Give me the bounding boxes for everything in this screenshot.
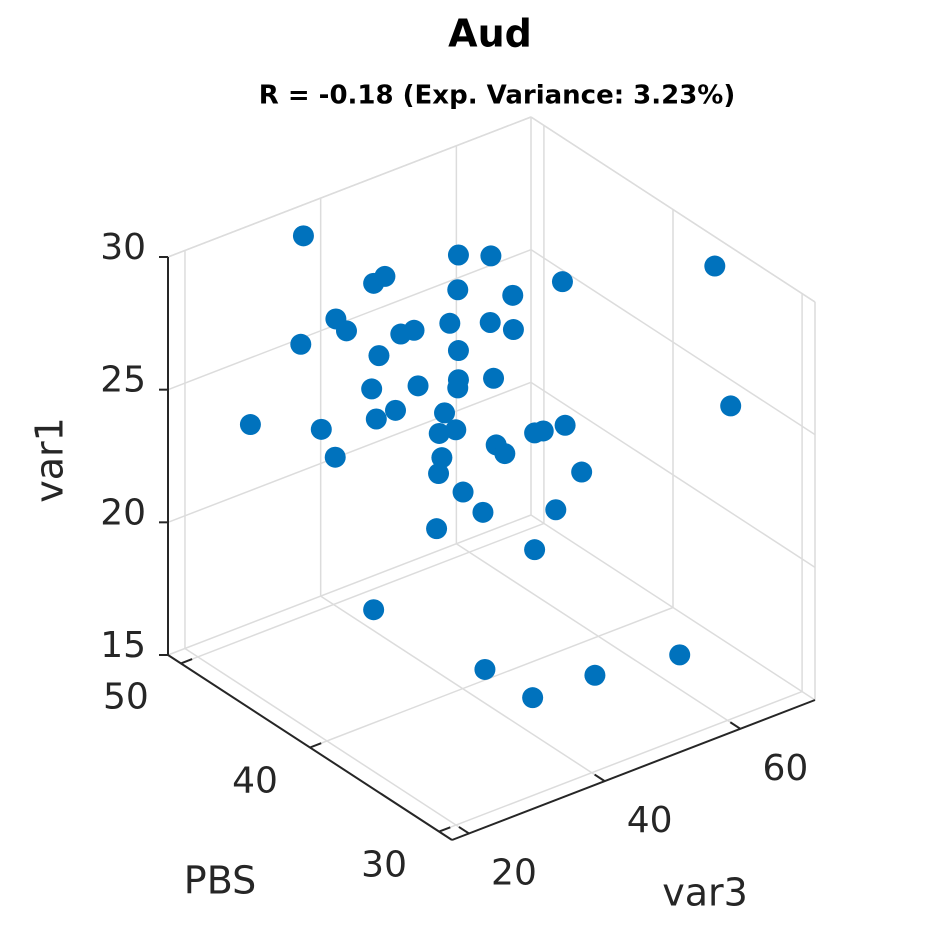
- point: [720, 395, 742, 417]
- point: [361, 378, 383, 400]
- x-tick: [594, 773, 606, 782]
- x-tick-label: 20: [491, 852, 537, 893]
- y-tick-label: 50: [103, 676, 149, 717]
- point: [554, 414, 576, 436]
- z-tick-label: 15: [100, 625, 146, 666]
- point: [522, 687, 544, 709]
- point: [452, 481, 474, 503]
- z-axis-label: var1: [28, 417, 72, 503]
- grid-line: [167, 514, 532, 656]
- point: [428, 463, 450, 485]
- point: [434, 402, 456, 424]
- point: [447, 340, 469, 362]
- grid-line: [530, 514, 816, 701]
- point: [374, 265, 396, 287]
- x-tick: [729, 721, 741, 730]
- z-tick-label: 25: [100, 360, 146, 401]
- point: [292, 225, 314, 247]
- point: [479, 311, 501, 333]
- point: [551, 271, 573, 293]
- point: [428, 422, 450, 444]
- x-tick-label: 60: [762, 748, 808, 789]
- point: [239, 414, 261, 436]
- point: [447, 244, 469, 266]
- point: [407, 375, 429, 397]
- point: [571, 461, 593, 483]
- point: [524, 539, 546, 561]
- point: [472, 501, 494, 523]
- x-tick-label: 40: [627, 800, 673, 841]
- y-tick-label: 40: [232, 761, 278, 802]
- point: [439, 312, 461, 334]
- point: [368, 345, 390, 367]
- point: [494, 443, 516, 465]
- x-tick: [458, 826, 470, 835]
- point: [532, 420, 554, 442]
- point: [584, 664, 606, 686]
- z-tick-label: 20: [100, 492, 146, 533]
- point: [445, 419, 467, 441]
- x-axis: [451, 699, 816, 841]
- point: [365, 408, 387, 430]
- chart-title: Aud: [448, 12, 532, 56]
- point: [704, 255, 726, 277]
- point: [431, 447, 453, 469]
- grid-line: [530, 249, 816, 436]
- grid-line: [180, 522, 545, 665]
- grid-line: [530, 381, 816, 568]
- point: [426, 518, 448, 540]
- point: [447, 377, 469, 399]
- point: [483, 367, 505, 389]
- z-tick-label: 30: [100, 227, 146, 268]
- grid-line: [167, 381, 532, 524]
- point: [447, 279, 469, 301]
- y-tick-label: 30: [361, 845, 407, 886]
- point: [480, 245, 502, 267]
- grid-line: [167, 248, 532, 391]
- y-tick: [309, 742, 322, 749]
- box-edge: [167, 116, 532, 258]
- chart-subtitle: R = -0.18 (Exp. Variance: 3.23%): [259, 81, 735, 111]
- box-edge: [530, 116, 816, 303]
- point: [310, 418, 332, 440]
- y-tick: [438, 826, 451, 833]
- point: [290, 333, 312, 355]
- grid-line: [438, 690, 803, 833]
- point: [669, 644, 691, 666]
- point: [385, 399, 407, 421]
- x-axis-label: var3: [662, 871, 748, 915]
- point: [502, 319, 524, 341]
- point: [324, 446, 346, 468]
- y-tick: [180, 658, 193, 665]
- point: [502, 284, 524, 306]
- point: [545, 499, 567, 521]
- point: [403, 319, 425, 341]
- point: [474, 658, 496, 680]
- point: [335, 320, 357, 342]
- y-axis-label: PBS: [184, 859, 256, 903]
- point: [363, 599, 385, 621]
